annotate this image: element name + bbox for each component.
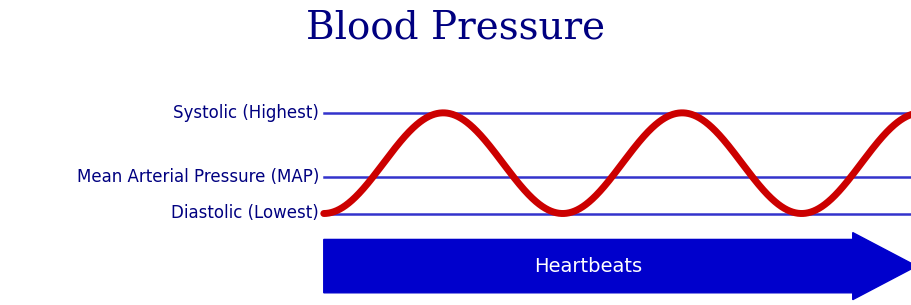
Text: Blood Pressure: Blood Pressure [306, 9, 605, 46]
Text: Systolic (Highest): Systolic (Highest) [173, 104, 319, 122]
Text: Diastolic (Lowest): Diastolic (Lowest) [171, 204, 319, 223]
FancyArrow shape [323, 232, 911, 300]
Text: Mean Arterial Pressure (MAP): Mean Arterial Pressure (MAP) [77, 168, 319, 186]
Text: Heartbeats: Heartbeats [534, 257, 641, 276]
